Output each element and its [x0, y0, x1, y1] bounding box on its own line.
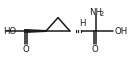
Polygon shape [25, 30, 46, 32]
Text: H: H [79, 19, 86, 28]
Text: OH: OH [114, 26, 127, 36]
Text: O: O [22, 45, 29, 54]
Text: NH: NH [89, 8, 102, 17]
Text: 2: 2 [100, 11, 104, 17]
Text: HO: HO [3, 26, 16, 36]
Text: O: O [92, 45, 98, 54]
